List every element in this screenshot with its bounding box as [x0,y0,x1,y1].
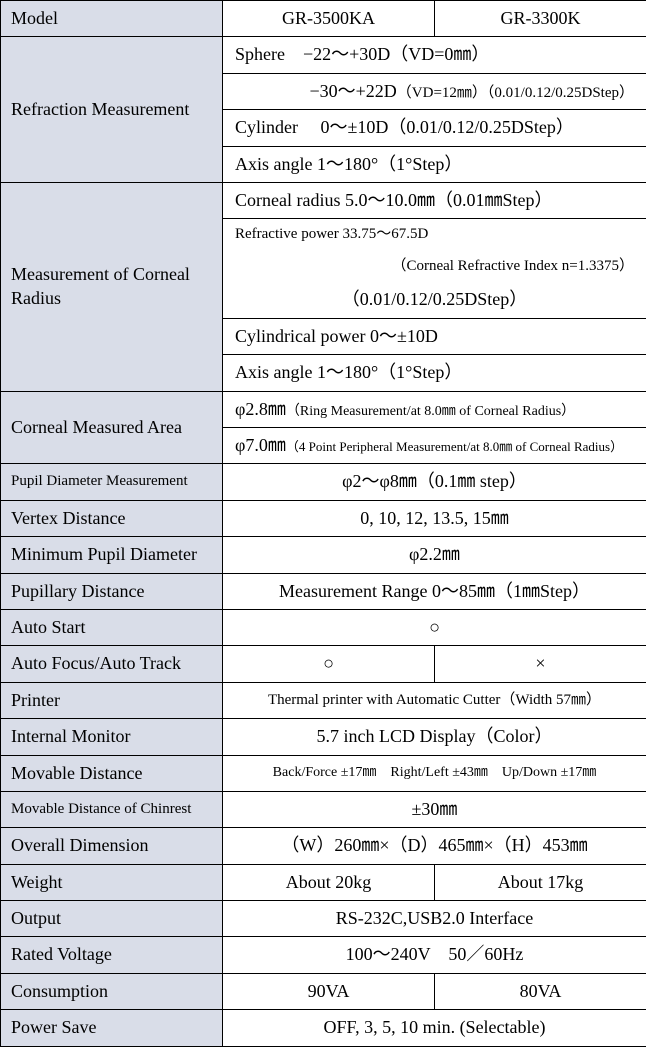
corneal-r4: （0.01/0.12/0.25DStep） [223,282,646,318]
refraction-r1: Sphere −22〜+30D（VD=0㎜） [223,37,646,73]
corneal-radius-label: Measurement of Corneal Radius [1,183,223,392]
table-row: Consumption 90VA 80VA [1,973,646,1009]
refraction-r2: −30〜+22D（VD=12㎜）（0.01/0.12/0.25DStep） [223,73,646,110]
table-row: Movable Distance Back/Force ±17㎜ Right/L… [1,755,646,791]
corneal-r6: Axis angle 1〜180°（1°Step） [223,355,646,391]
measured-area-r2: φ7.0㎜（4 Point Peripheral Measurement/at … [223,428,646,464]
table-row: Refraction Measurement Sphere −22〜+30D（V… [1,37,646,73]
min-pupil-val: φ2.2㎜ [223,537,646,573]
table-row: Auto Start ○ [1,609,646,645]
output-label: Output [1,901,223,937]
table-row: Measurement of Corneal Radius Corneal ra… [1,183,646,219]
pupil-diameter-meas-label: Pupil Diameter Measurement [1,464,223,500]
model-col2: GR-3300K [435,1,646,37]
vertex-val: 0, 10, 12, 13.5, 15㎜ [223,500,646,536]
power-save-label: Power Save [1,1010,223,1046]
table-row: Corneal Measured Area φ2.8㎜（Ring Measure… [1,391,646,427]
table-row: Weight About 20kg About 17kg [1,864,646,900]
auto-focus-c1: ○ [223,646,435,682]
table-row: Movable Distance of Chinrest ±30㎜ [1,791,646,827]
weight-c1: About 20kg [223,864,435,900]
table-row: Power Save OFF, 3, 5, 10 min. (Selectabl… [1,1010,646,1046]
table-row: Vertex Distance 0, 10, 12, 13.5, 15㎜ [1,500,646,536]
monitor-val: 5.7 inch LCD Display（Color） [223,719,646,755]
measured-area-r1: φ2.8㎜（Ring Measurement/at 8.0㎜ of Cornea… [223,391,646,427]
table-row: Printer Thermal printer with Automatic C… [1,682,646,718]
refraction-r3: Cylinder 0〜±10D（0.01/0.12/0.25DStep） [223,110,646,146]
dimension-label: Overall Dimension [1,828,223,864]
table-row: Internal Monitor 5.7 inch LCD Display（Co… [1,719,646,755]
monitor-label: Internal Monitor [1,719,223,755]
corneal-r5: Cylindrical power 0〜±10D [223,318,646,354]
auto-focus-label: Auto Focus/Auto Track [1,646,223,682]
table-row: Pupillary Distance Measurement Range 0〜8… [1,573,646,609]
model-label: Model [1,1,223,37]
refraction-label: Refraction Measurement [1,37,223,183]
table-row: Model GR-3500KA GR-3300K [1,1,646,37]
auto-start-label: Auto Start [1,609,223,645]
consumption-c1: 90VA [223,973,435,1009]
voltage-label: Rated Voltage [1,937,223,973]
chinrest-label: Movable Distance of Chinrest [1,791,223,827]
model-col1: GR-3500KA [223,1,435,37]
table-row: Rated Voltage 100〜240V 50／60Hz [1,937,646,973]
table-row: Auto Focus/Auto Track ○ × [1,646,646,682]
weight-label: Weight [1,864,223,900]
table-row: Minimum Pupil Diameter φ2.2㎜ [1,537,646,573]
output-val: RS-232C,USB2.0 Interface [223,901,646,937]
dimension-val: （W）260㎜×（D）465㎜×（H）453㎜ [223,828,646,864]
weight-c2: About 17kg [435,864,646,900]
pupil-diameter-meas-val: φ2〜φ8㎜（0.1㎜ step） [223,464,646,500]
min-pupil-label: Minimum Pupil Diameter [1,537,223,573]
movable-label: Movable Distance [1,755,223,791]
spec-table: Model GR-3500KA GR-3300K Refraction Meas… [0,0,646,1047]
table-row: Pupil Diameter Measurement φ2〜φ8㎜（0.1㎜ s… [1,464,646,500]
auto-focus-c2: × [435,646,646,682]
corneal-r2: Refractive power 33.75〜67.5D [223,219,646,251]
pupillary-val: Measurement Range 0〜85㎜（1㎜Step） [223,573,646,609]
movable-val: Back/Force ±17㎜ Right/Left ±43㎜ Up/Down … [223,755,646,791]
printer-label: Printer [1,682,223,718]
pupillary-label: Pupillary Distance [1,573,223,609]
measured-area-label: Corneal Measured Area [1,391,223,464]
corneal-r3: （Corneal Refractive Index n=1.3375） [223,251,646,283]
power-save-val: OFF, 3, 5, 10 min. (Selectable) [223,1010,646,1046]
table-row: Overall Dimension （W）260㎜×（D）465㎜×（H）453… [1,828,646,864]
refraction-r4: Axis angle 1〜180°（1°Step） [223,146,646,182]
corneal-r1: Corneal radius 5.0〜10.0㎜（0.01㎜Step） [223,183,646,219]
auto-start-val: ○ [223,609,646,645]
consumption-c2: 80VA [435,973,646,1009]
chinrest-val: ±30㎜ [223,791,646,827]
vertex-label: Vertex Distance [1,500,223,536]
consumption-label: Consumption [1,973,223,1009]
printer-val: Thermal printer with Automatic Cutter（Wi… [223,682,646,718]
table-row: Output RS-232C,USB2.0 Interface [1,901,646,937]
voltage-val: 100〜240V 50／60Hz [223,937,646,973]
